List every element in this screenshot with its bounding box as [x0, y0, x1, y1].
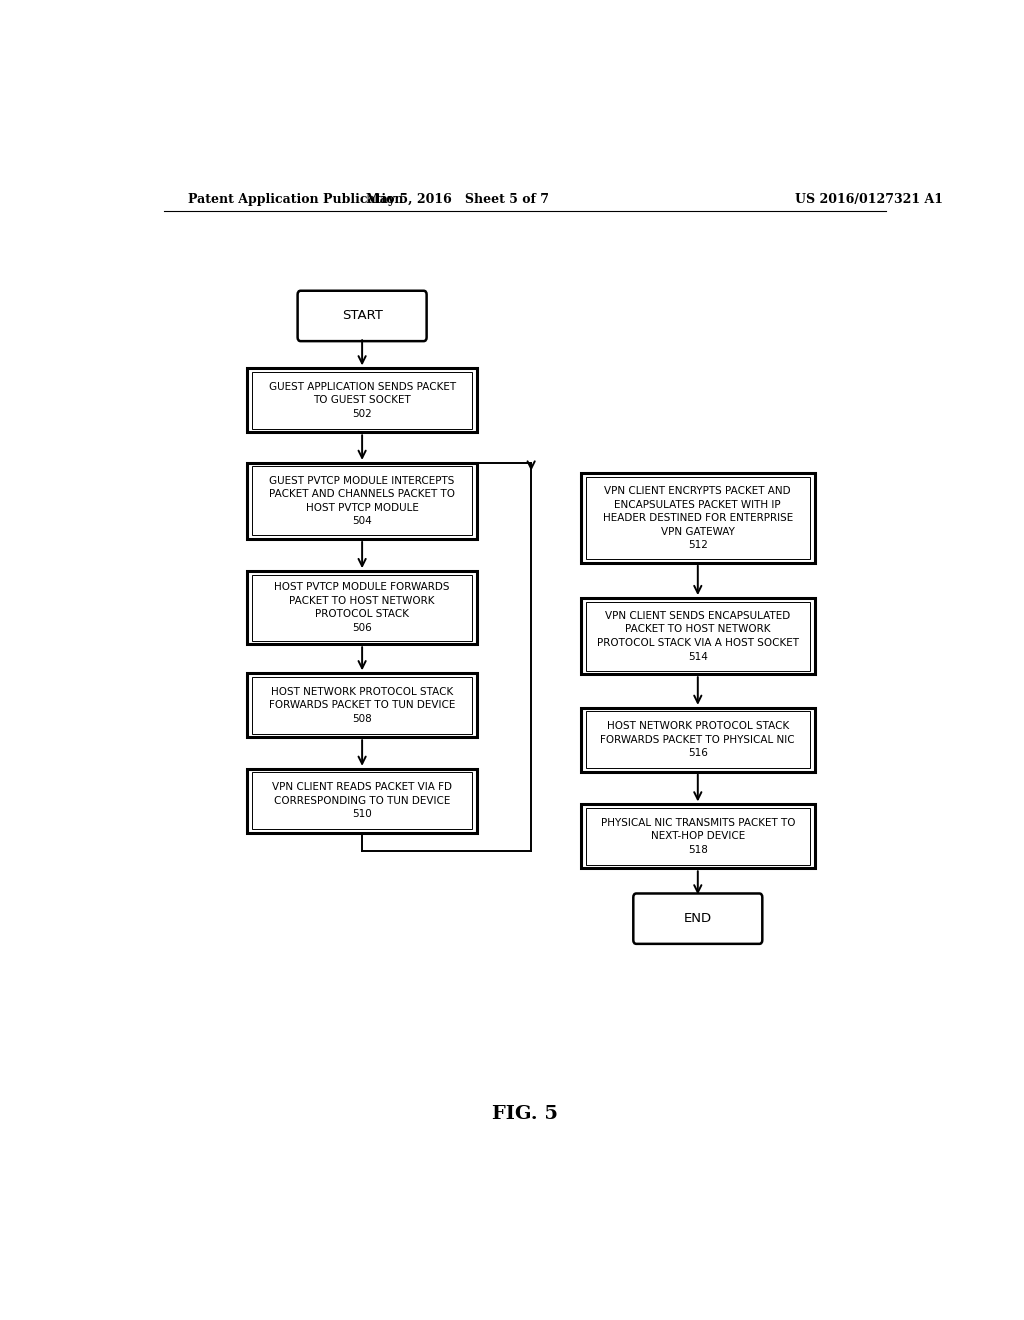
- FancyBboxPatch shape: [247, 673, 477, 738]
- FancyBboxPatch shape: [252, 677, 472, 734]
- Text: US 2016/0127321 A1: US 2016/0127321 A1: [795, 193, 943, 206]
- Text: HOST NETWORK PROTOCOL STACK
FORWARDS PACKET TO TUN DEVICE
508: HOST NETWORK PROTOCOL STACK FORWARDS PAC…: [269, 686, 456, 723]
- FancyBboxPatch shape: [298, 290, 427, 341]
- Text: HOST NETWORK PROTOCOL STACK
FORWARDS PACKET TO PHYSICAL NIC
516: HOST NETWORK PROTOCOL STACK FORWARDS PAC…: [600, 721, 795, 759]
- FancyBboxPatch shape: [586, 808, 810, 865]
- Text: VPN CLIENT SENDS ENCAPSULATED
PACKET TO HOST NETWORK
PROTOCOL STACK VIA A HOST S: VPN CLIENT SENDS ENCAPSULATED PACKET TO …: [597, 611, 799, 661]
- FancyBboxPatch shape: [247, 463, 477, 539]
- Text: VPN CLIENT READS PACKET VIA FD
CORRESPONDING TO TUN DEVICE
510: VPN CLIENT READS PACKET VIA FD CORRESPON…: [272, 783, 453, 820]
- FancyBboxPatch shape: [581, 708, 815, 772]
- Text: VPN CLIENT ENCRYPTS PACKET AND
ENCAPSULATES PACKET WITH IP
HEADER DESTINED FOR E: VPN CLIENT ENCRYPTS PACKET AND ENCAPSULA…: [603, 486, 793, 550]
- Text: FIG. 5: FIG. 5: [492, 1105, 558, 1123]
- FancyBboxPatch shape: [633, 894, 762, 944]
- Text: Patent Application Publication: Patent Application Publication: [187, 193, 403, 206]
- Text: GUEST PVTCP MODULE INTERCEPTS
PACKET AND CHANNELS PACKET TO
HOST PVTCP MODULE
50: GUEST PVTCP MODULE INTERCEPTS PACKET AND…: [269, 475, 455, 527]
- FancyBboxPatch shape: [252, 372, 472, 429]
- FancyBboxPatch shape: [581, 474, 815, 562]
- FancyBboxPatch shape: [252, 574, 472, 640]
- FancyBboxPatch shape: [586, 711, 810, 768]
- Text: GUEST APPLICATION SENDS PACKET
TO GUEST SOCKET
502: GUEST APPLICATION SENDS PACKET TO GUEST …: [268, 381, 456, 418]
- Text: START: START: [342, 309, 383, 322]
- FancyBboxPatch shape: [252, 466, 472, 536]
- FancyBboxPatch shape: [247, 572, 477, 644]
- Text: PHYSICAL NIC TRANSMITS PACKET TO
NEXT-HOP DEVICE
518: PHYSICAL NIC TRANSMITS PACKET TO NEXT-HO…: [600, 817, 795, 855]
- Text: May 5, 2016   Sheet 5 of 7: May 5, 2016 Sheet 5 of 7: [366, 193, 549, 206]
- FancyBboxPatch shape: [247, 768, 477, 833]
- FancyBboxPatch shape: [586, 477, 810, 560]
- Text: END: END: [684, 912, 712, 925]
- FancyBboxPatch shape: [581, 598, 815, 675]
- FancyBboxPatch shape: [252, 772, 472, 829]
- FancyBboxPatch shape: [247, 368, 477, 433]
- FancyBboxPatch shape: [581, 804, 815, 869]
- FancyBboxPatch shape: [586, 602, 810, 671]
- Text: HOST PVTCP MODULE FORWARDS
PACKET TO HOST NETWORK
PROTOCOL STACK
506: HOST PVTCP MODULE FORWARDS PACKET TO HOS…: [274, 582, 450, 634]
